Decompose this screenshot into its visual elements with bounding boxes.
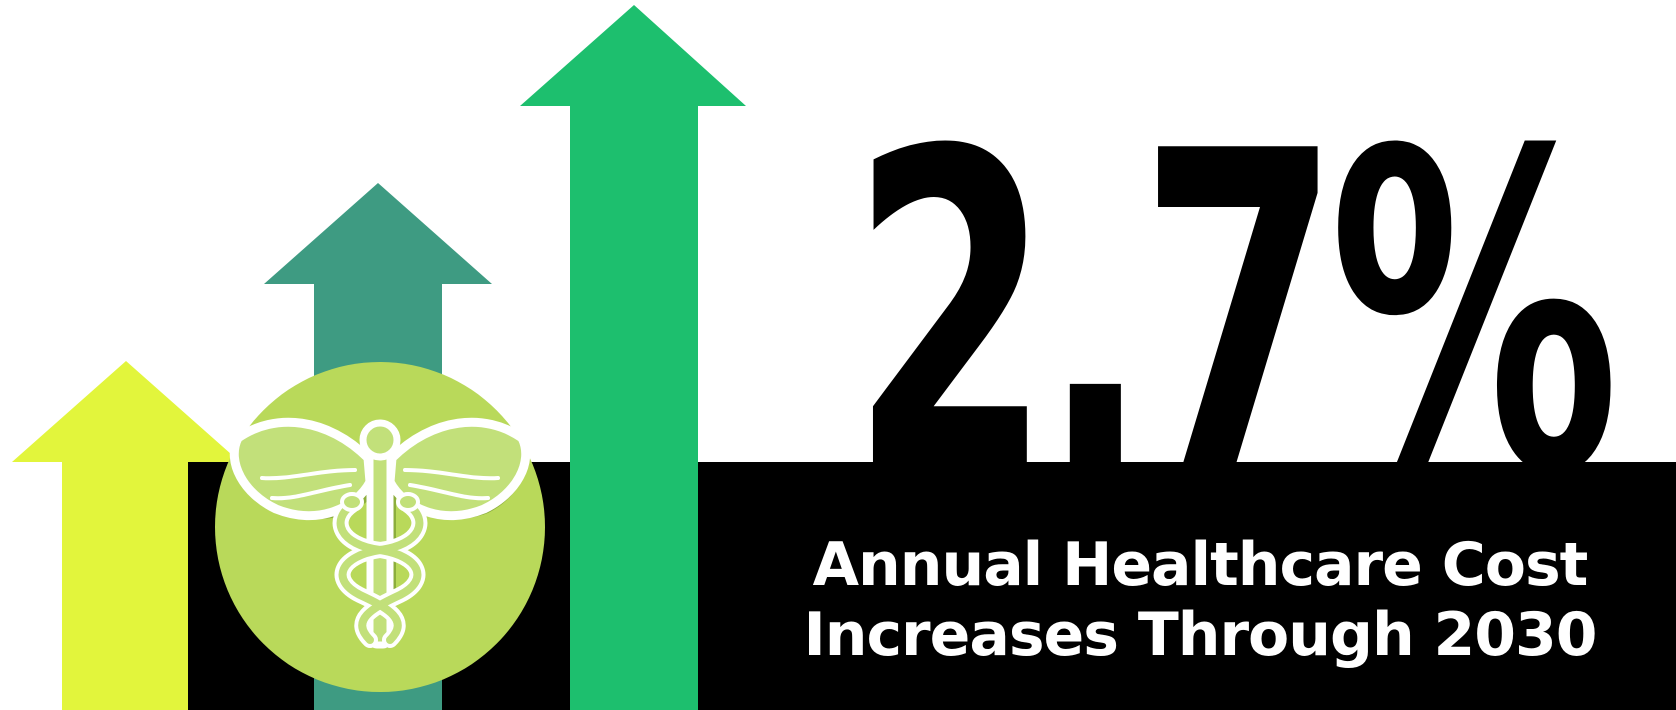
stat-value: 2.7% [850, 59, 1620, 571]
caduceus-icon [215, 362, 545, 692]
stat-caption: Annual Healthcare Cost Increases Through… [760, 530, 1640, 670]
arrow-small [12, 361, 240, 710]
caption-line-1: Annual Healthcare Cost [812, 530, 1589, 600]
arrow-large [520, 5, 746, 710]
caption-line-2: Increases Through 2030 [803, 600, 1597, 670]
